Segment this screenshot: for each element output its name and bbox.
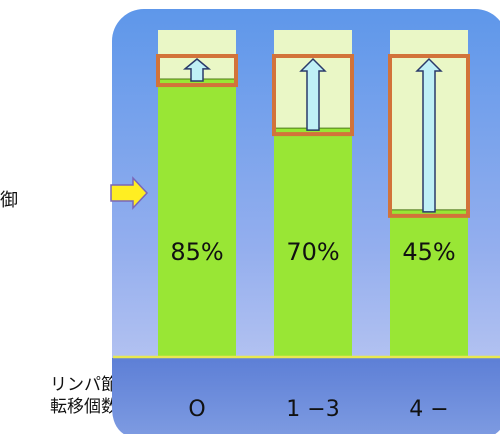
gap-highlight-box — [272, 54, 354, 137]
x-axis-label-line-2: 転移個数 — [50, 397, 118, 417]
x-axis-label: リンパ節 転移個数 — [36, 374, 118, 418]
tick-label-4-: 4 − — [409, 397, 448, 422]
x-axis-label-line-1: リンパ節 — [50, 375, 118, 395]
pointer-arrow-icon — [110, 176, 149, 210]
tick-label-0: O — [188, 397, 205, 422]
gap-highlight-box — [388, 54, 470, 218]
bar-4- — [390, 209, 468, 357]
gap-highlight-box — [156, 54, 238, 88]
data-label-4-: 45% — [402, 238, 455, 266]
data-label-0: 85% — [170, 238, 223, 266]
data-label-1-3: 70% — [286, 238, 339, 266]
bar-1-3 — [274, 128, 352, 357]
chart-floor — [112, 358, 500, 434]
tick-label-1-3: 1 −3 — [286, 397, 339, 422]
cut-off-text: 御 — [0, 190, 18, 211]
up-arrow-icon — [182, 58, 212, 82]
up-arrow-icon — [299, 57, 327, 131]
bar-0 — [158, 79, 236, 358]
up-arrow-icon — [415, 57, 443, 213]
